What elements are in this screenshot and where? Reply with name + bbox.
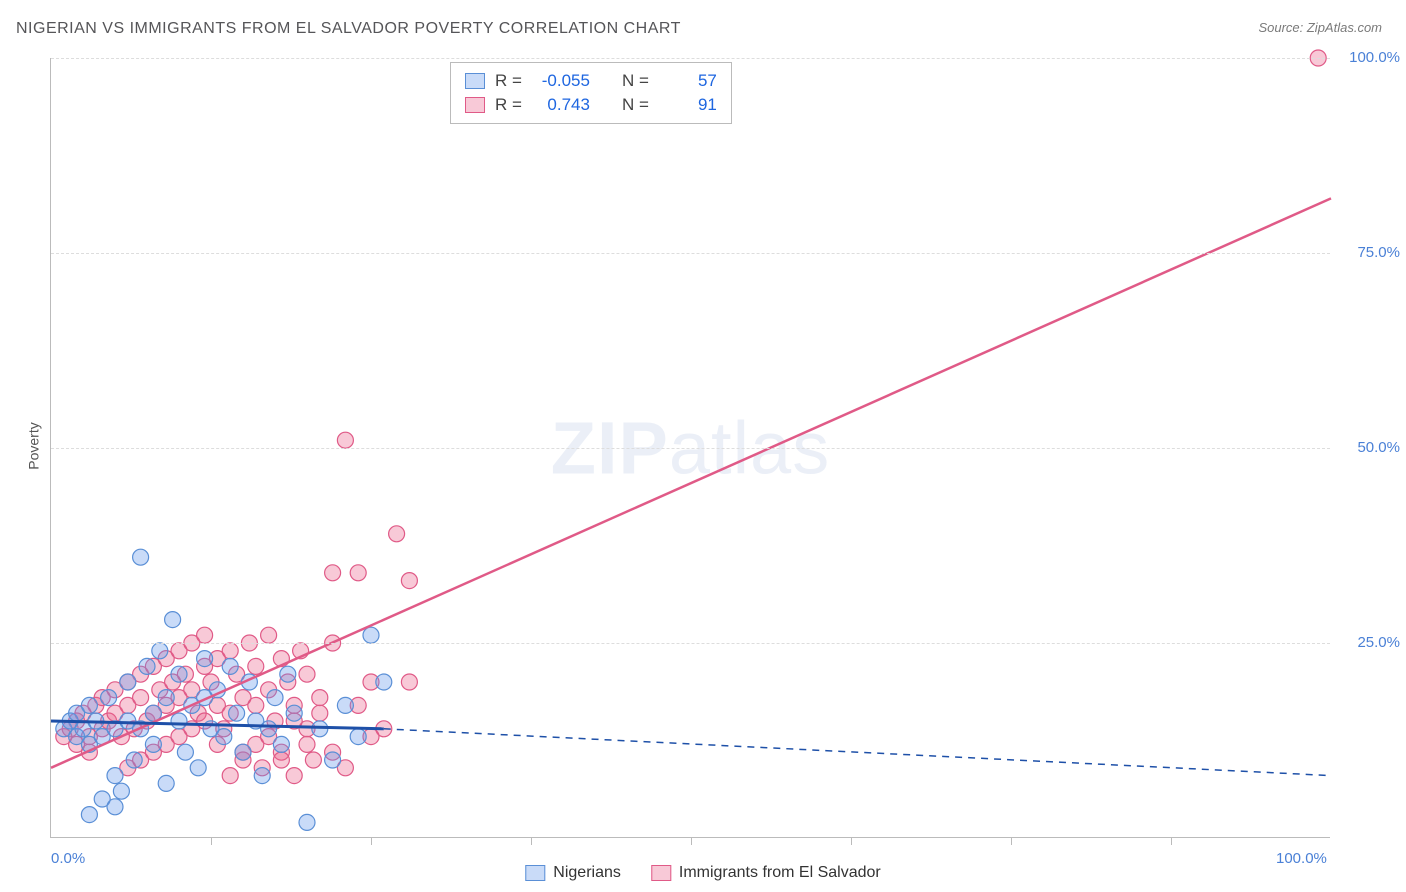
n-value-b: 91 bbox=[659, 95, 717, 115]
n-value-a: 57 bbox=[659, 71, 717, 91]
swatch-b-bottom bbox=[651, 865, 671, 881]
swatch-b bbox=[465, 97, 485, 113]
chart-title: NIGERIAN VS IMMIGRANTS FROM EL SALVADOR … bbox=[16, 20, 681, 38]
r-value-b: 0.743 bbox=[532, 95, 590, 115]
r-value-a: -0.055 bbox=[532, 71, 590, 91]
source-text: Source: ZipAtlas.com bbox=[1258, 20, 1382, 35]
legend-row-a: R = -0.055 N = 57 bbox=[465, 69, 717, 93]
correlation-legend: R = -0.055 N = 57 R = 0.743 N = 91 bbox=[450, 62, 732, 124]
y-axis-label: Poverty bbox=[26, 422, 42, 469]
swatch-a-bottom bbox=[525, 865, 545, 881]
series-b-label: Immigrants from El Salvador bbox=[679, 864, 881, 882]
series-legend: Nigerians Immigrants from El Salvador bbox=[525, 864, 880, 882]
series-a-label: Nigerians bbox=[553, 864, 621, 882]
legend-row-b: R = 0.743 N = 91 bbox=[465, 93, 717, 117]
swatch-a bbox=[465, 73, 485, 89]
plot-area: ZIPatlas 25.0%50.0%75.0%100.0%0.0%100.0% bbox=[50, 58, 1330, 838]
legend-item-a: Nigerians bbox=[525, 864, 621, 882]
legend-item-b: Immigrants from El Salvador bbox=[651, 864, 881, 882]
